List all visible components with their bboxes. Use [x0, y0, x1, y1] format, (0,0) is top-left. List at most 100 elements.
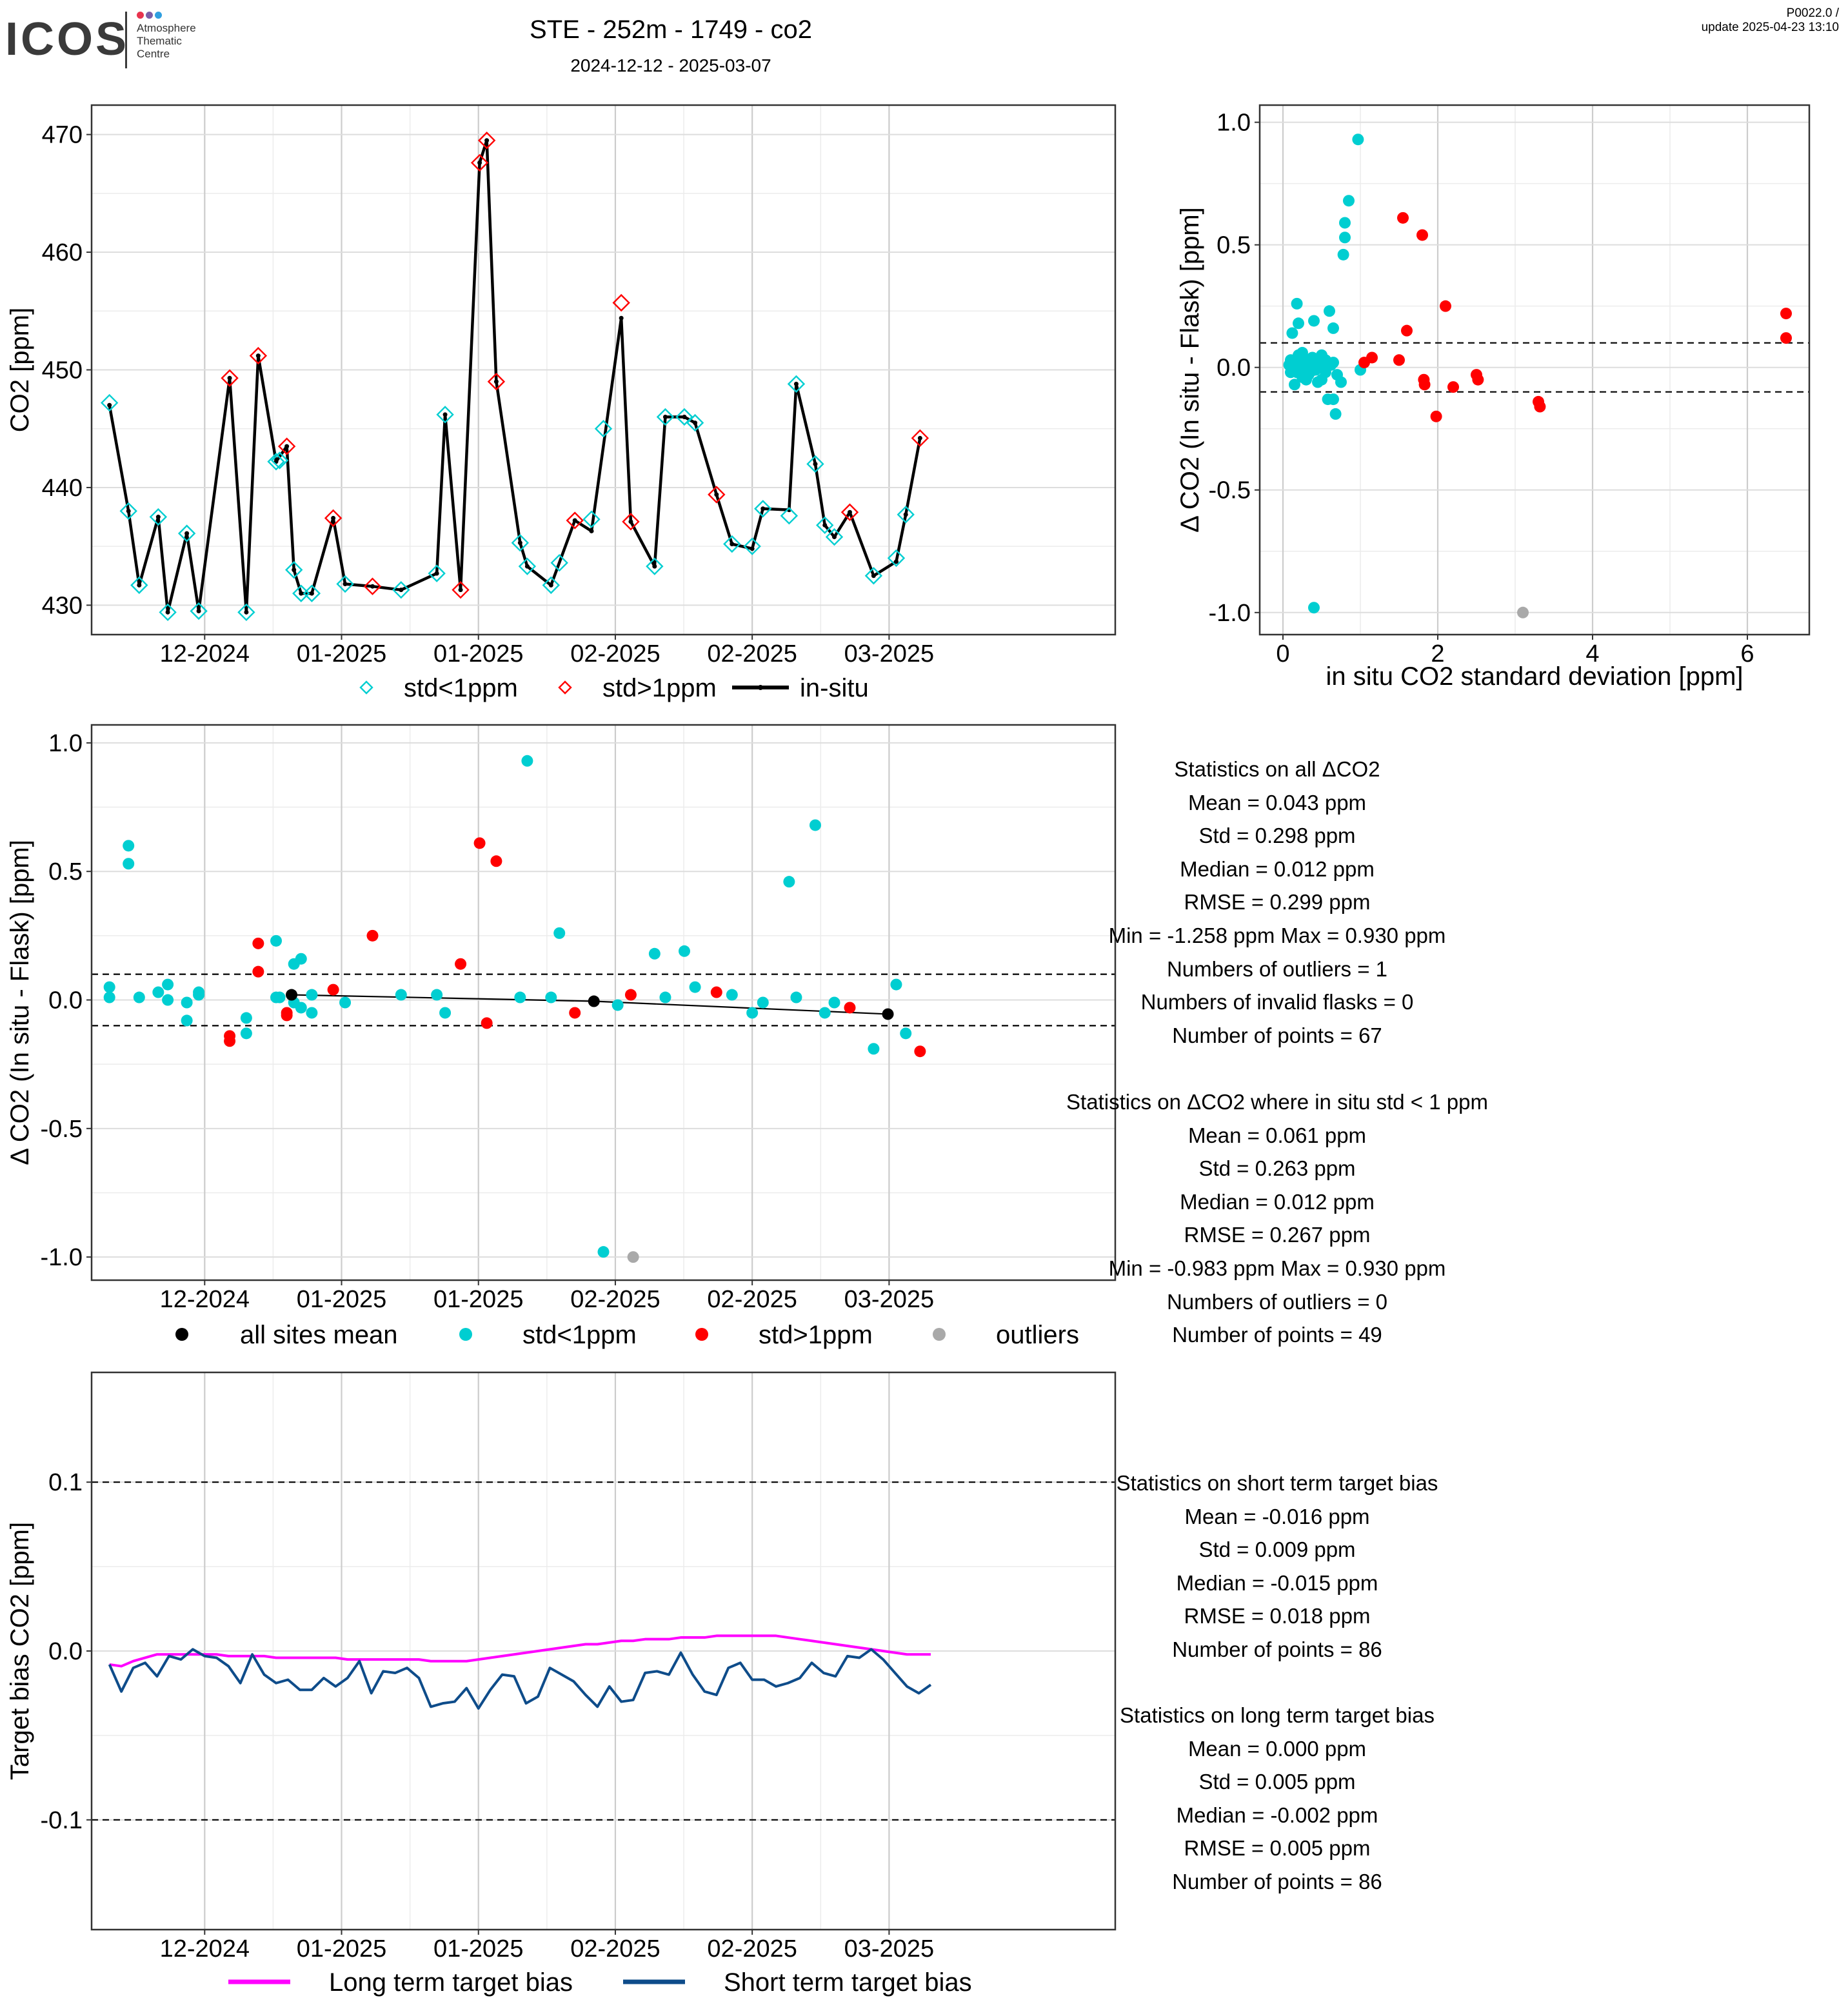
flask-std-gt1-point	[363, 577, 382, 595]
delta-std-lt1-point	[659, 991, 671, 1004]
delta-std-lt1-point	[689, 981, 701, 993]
stats-lt1-std: Std = 0.263 ppm	[1198, 1156, 1356, 1181]
stats-all: Statistics on all ΔCO2 Mean = 0.043 ppm …	[1019, 753, 1535, 1052]
stats-lt1-mean: Mean = 0.061 ppm	[1187, 1123, 1367, 1147]
legend-std-gt1-label: std>1ppm	[602, 674, 717, 702]
scatter-std-gt1-point	[1416, 229, 1428, 241]
scatter-outlier-point	[1517, 606, 1529, 618]
scatter-std-lt1-point	[1327, 393, 1339, 406]
stats-all-std: Std = 0.298 ppm	[1198, 824, 1356, 848]
page-title: STE - 252m - 1749 - co2	[530, 15, 812, 44]
co2-panel-ytick-label: 460	[42, 239, 83, 266]
delta-outlier-point	[627, 1251, 639, 1263]
delta-std-lt1-point	[339, 996, 352, 1009]
flask-std-lt1-point	[864, 567, 883, 585]
stats-short-rmse: RMSE = 0.018 ppm	[1184, 1604, 1371, 1628]
scatter-panel-ytick-label: -0.5	[1209, 477, 1251, 504]
bias-panel-border	[90, 1371, 1117, 1931]
insitu-point	[714, 492, 719, 497]
insitu-point	[871, 573, 876, 578]
delta-std-gt1-point	[710, 986, 722, 998]
flask-std-lt1-point	[806, 455, 824, 473]
delta-std-lt1-point	[193, 989, 205, 1001]
update-label: update 2025-04-23 13:10	[1701, 21, 1839, 34]
co2-panel-ytick-label: 470	[42, 122, 83, 149]
scatter-std-lt1-point	[1316, 349, 1327, 361]
co2-panel-ytick-label: 430	[42, 592, 83, 619]
flask-std-gt1-point	[277, 437, 296, 455]
scatter-std-lt1-point	[1283, 359, 1295, 371]
delta-std-lt1-point	[270, 934, 283, 947]
insitu-point	[484, 138, 490, 143]
co2-panel-xtick-label: 01-2025	[297, 640, 386, 667]
legend-insitu-dot	[758, 685, 763, 690]
scatter-std-lt1-point	[1324, 305, 1335, 317]
insitu-point	[196, 609, 201, 614]
scatter-std-lt1-point	[1329, 408, 1342, 420]
delta-std-lt1-point	[133, 991, 145, 1004]
scatter-panel-xtick-label: 0	[1276, 640, 1289, 667]
stats-long-title: Statistics on long term target bias	[1120, 1703, 1435, 1727]
insitu-point	[517, 540, 522, 546]
scatter-std-gt1-point	[1418, 379, 1431, 391]
bias-panel-ytick-label: 0.1	[48, 1469, 83, 1496]
stats-short-title: Statistics on short term target bias	[1116, 1471, 1438, 1495]
flask-std-gt1-point	[622, 513, 640, 531]
logo-dot-blue	[155, 12, 162, 19]
insitu-point	[903, 512, 908, 517]
flask-std-lt1-point	[594, 420, 613, 438]
flask-std-lt1-point	[816, 516, 834, 535]
logo-dot-red	[137, 12, 144, 19]
bias-panel-xtick-label: 03-2025	[844, 1935, 934, 1963]
delta-std-gt1-point	[473, 837, 486, 849]
flask-std-gt1-point	[840, 503, 859, 521]
flask-std-gt1-point	[249, 346, 268, 365]
scatter-std-lt1-point	[1289, 379, 1300, 391]
flask-std-gt1-point	[566, 511, 584, 529]
delta-std-lt1-point	[868, 1043, 880, 1055]
delta-std-lt1-point	[439, 1007, 452, 1019]
delta-std-lt1-point	[103, 991, 115, 1004]
insitu-point	[434, 571, 439, 576]
stats-all-mean: Mean = 0.043 ppm	[1187, 790, 1367, 815]
co2-panel-xtick-label: 02-2025	[707, 640, 797, 667]
delta-std-lt1-point	[181, 1014, 193, 1027]
insitu-point	[255, 353, 261, 359]
bias-ylabel: Target bias CO2 [ppm]	[6, 1522, 34, 1780]
stats-lt1-title: Statistics on ΔCO2 where in situ std < 1…	[1066, 1090, 1488, 1114]
scatter-ylabel: Δ CO2 (In situ - Flask) [ppm]	[1176, 207, 1204, 533]
stats-all-title: Statistics on all ΔCO2	[1174, 757, 1380, 781]
delta-std-lt1-point	[306, 989, 318, 1001]
stats-all-minmax: Min = -1.258 ppm Max = 0.930 ppm	[1108, 923, 1446, 947]
flask-std-lt1-point	[130, 576, 148, 595]
delta-std-gt1-point	[455, 958, 467, 970]
logo-sub-line-3: Centre	[137, 48, 170, 60]
delta-std-lt1-point	[240, 1027, 252, 1040]
stats-long-points: Number of points = 86	[1172, 1869, 1382, 1893]
stats-short-term: Statistics on short term target bias Mea…	[1019, 1467, 1535, 1666]
delta-std-gt1-point	[327, 984, 339, 996]
scatter-std-gt1-point	[1447, 381, 1459, 393]
stats-all-invalid: Numbers of invalid flasks = 0	[1140, 990, 1414, 1014]
delta-std-lt1-point	[514, 991, 526, 1004]
scatter-std-lt1-point	[1327, 322, 1339, 334]
scatter-std-lt1-point	[1352, 133, 1364, 146]
stats-long-median: Median = -0.002 ppm	[1176, 1803, 1378, 1827]
scatter-panel-xtick-label: 4	[1585, 640, 1599, 667]
flask-std-lt1-point	[686, 413, 704, 432]
legend-mean-label: all sites mean	[240, 1321, 398, 1349]
insitu-point	[652, 564, 657, 569]
insitu-point	[589, 528, 594, 533]
scatter-panel: 0 2 4 6 -1.0 -0.5 0.0 0.5 1.0 Δ CO2 (In situ - Fl…	[1176, 104, 1811, 691]
delta-std-lt1-point	[162, 978, 174, 991]
flask-std-lt1-point	[582, 510, 601, 528]
co2-panel-ytick-label: 440	[42, 475, 83, 502]
co2-panel-xtick-label: 02-2025	[570, 640, 660, 667]
insitu-point	[227, 375, 232, 381]
insitu-point	[442, 412, 448, 417]
legend-outlier-key	[933, 1328, 946, 1341]
delta-panel-xtick-label: 03-2025	[844, 1286, 934, 1313]
stats-short-median: Median = -0.015 ppm	[1176, 1570, 1378, 1595]
delta-std-lt1-point	[757, 996, 769, 1009]
scatter-panel-xtick-label: 6	[1740, 640, 1754, 667]
